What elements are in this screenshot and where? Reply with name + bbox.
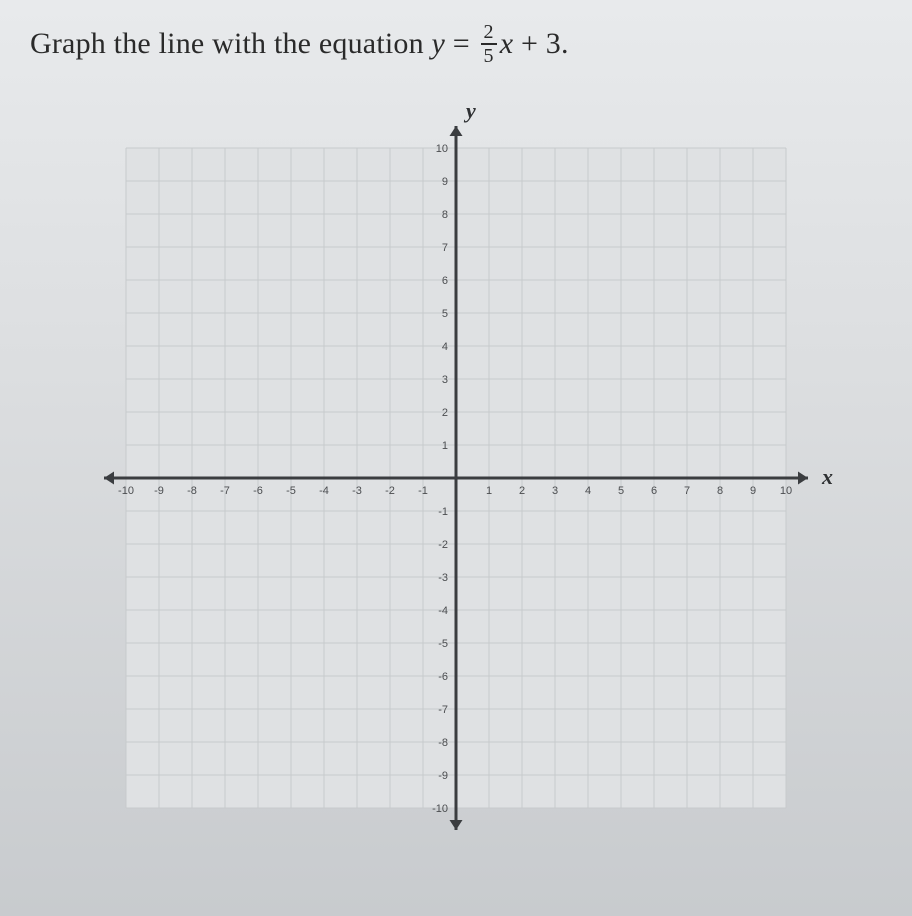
svg-text:7: 7 (442, 242, 448, 254)
svg-text:1: 1 (486, 485, 492, 497)
svg-text:10: 10 (436, 143, 448, 155)
svg-text:4: 4 (442, 341, 448, 353)
svg-text:-4: -4 (319, 485, 329, 497)
prompt-prefix: Graph the line with the equation (30, 27, 432, 60)
svg-text:-4: -4 (438, 605, 448, 617)
eq-equals: = (445, 27, 478, 60)
eq-frac-num: 2 (481, 22, 497, 45)
svg-text:-3: -3 (352, 485, 362, 497)
svg-text:2: 2 (519, 485, 525, 497)
svg-text:1: 1 (442, 440, 448, 452)
svg-text:5: 5 (442, 308, 448, 320)
graph-svg: -10 -9 -8 -7 -6 -5 -4 -3 -2 -1 1 2 3 4 5 6 7 8 9 10 1 2 3 4 5 6 7 8… (46, 108, 866, 868)
svg-text:6: 6 (442, 275, 448, 287)
svg-text:-1: -1 (418, 485, 428, 497)
svg-text:-8: -8 (187, 485, 197, 497)
prompt-suffix: + 3. (513, 27, 568, 60)
svg-text:-2: -2 (385, 485, 395, 497)
svg-text:10: 10 (780, 485, 792, 497)
svg-text:-9: -9 (154, 485, 164, 497)
svg-text:3: 3 (552, 485, 558, 497)
svg-text:-3: -3 (438, 572, 448, 584)
svg-text:-6: -6 (253, 485, 263, 497)
svg-text:9: 9 (750, 485, 756, 497)
svg-text:-9: -9 (438, 770, 448, 782)
coordinate-plane[interactable]: -10 -9 -8 -7 -6 -5 -4 -3 -2 -1 1 2 3 4 5 6 7 8 9 10 1 2 3 4 5 6 7 8… (46, 108, 866, 868)
svg-text:-10: -10 (432, 803, 448, 815)
svg-text:-5: -5 (438, 638, 448, 650)
svg-text:y: y (463, 108, 476, 123)
svg-text:5: 5 (618, 485, 624, 497)
svg-text:6: 6 (651, 485, 657, 497)
svg-text:-7: -7 (438, 704, 448, 716)
svg-text:-7: -7 (220, 485, 230, 497)
eq-y: y (432, 27, 446, 60)
svg-text:9: 9 (442, 176, 448, 188)
eq-fraction: 25 (481, 22, 497, 66)
eq-frac-den: 5 (481, 45, 497, 66)
svg-text:4: 4 (585, 485, 591, 497)
svg-text:8: 8 (717, 485, 723, 497)
svg-text:8: 8 (442, 209, 448, 221)
svg-text:x: x (821, 464, 833, 489)
svg-text:2: 2 (442, 407, 448, 419)
eq-x: x (500, 27, 514, 60)
svg-text:-6: -6 (438, 671, 448, 683)
svg-text:-5: -5 (286, 485, 296, 497)
svg-text:-2: -2 (438, 539, 448, 551)
svg-text:-8: -8 (438, 737, 448, 749)
svg-text:7: 7 (684, 485, 690, 497)
question-prompt: Graph the line with the equation y = 25x… (30, 24, 882, 68)
svg-text:3: 3 (442, 374, 448, 386)
svg-text:-1: -1 (438, 506, 448, 518)
svg-text:-10: -10 (118, 485, 134, 497)
